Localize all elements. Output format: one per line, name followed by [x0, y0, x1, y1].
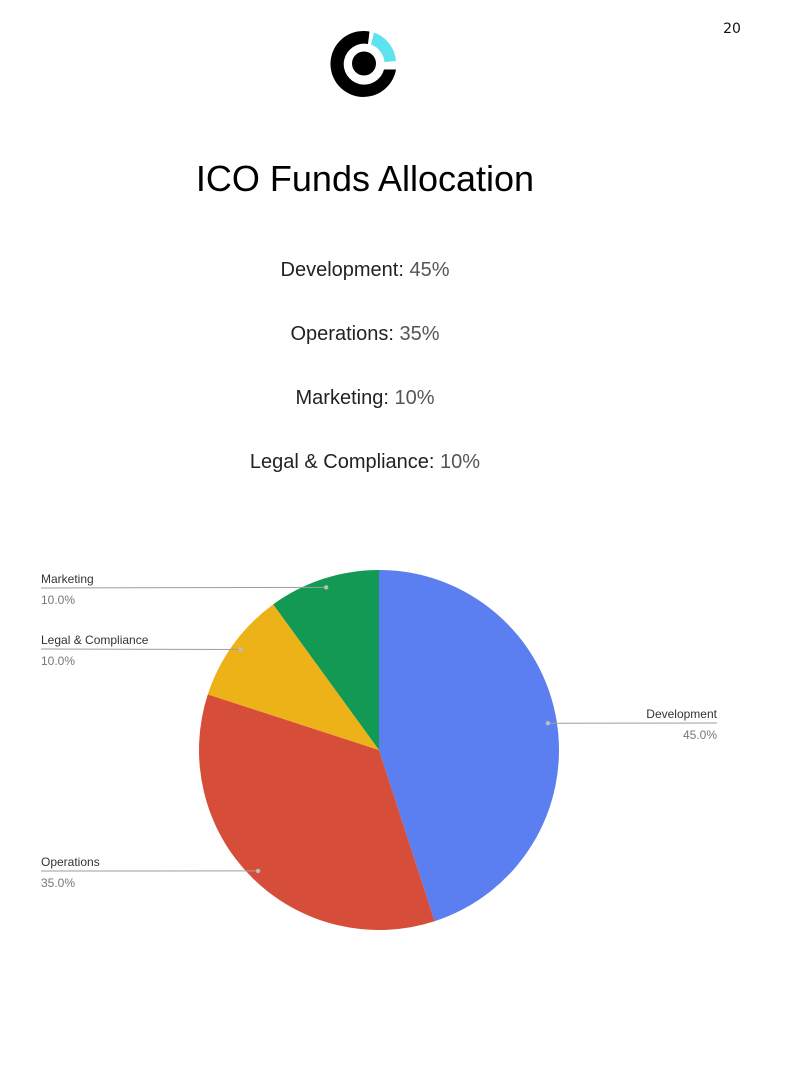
leader-dot — [323, 585, 329, 590]
leader-dot — [255, 868, 261, 874]
logo-icon — [330, 30, 396, 97]
allocation-item-marketing: Marketing: 10% — [0, 378, 730, 442]
logo-center-dot — [352, 51, 376, 76]
pie-slice-marketing — [273, 570, 379, 750]
pie-slice-development — [379, 570, 559, 922]
allocation-value: 35% — [399, 323, 440, 345]
slice-name-label: Marketing — [41, 572, 94, 586]
logo-ring — [330, 30, 396, 97]
allocation-label: Legal & Compliance: — [249, 451, 435, 473]
allocation-label: Operations: — [290, 323, 394, 345]
allocation-label: Marketing: — [295, 387, 389, 409]
allocation-value: 10% — [394, 387, 435, 409]
slice-value-label: 35.0% — [41, 876, 75, 890]
page-title: ICO Funds Allocation — [195, 158, 535, 199]
slice-value-label: 45.0% — [683, 728, 717, 742]
page-number: 20 — [723, 21, 741, 37]
slice-value-label: 10.0% — [41, 654, 75, 668]
allocation-item-operations: Operations: 35% — [0, 314, 730, 378]
allocation-item-legal: Legal & Compliance: 10% — [0, 442, 730, 506]
allocation-value: 10% — [440, 451, 481, 473]
leader-dot — [545, 721, 551, 726]
slice-value-label: 10.0% — [41, 593, 75, 607]
allocation-value: 45% — [409, 259, 450, 281]
logo-accent — [371, 32, 396, 62]
allocation-item-development: Development: 45% — [0, 250, 730, 314]
slice-name-label: Legal & Compliance — [41, 633, 149, 647]
pie-chart: Development 45.0% Operations 35.0% Legal & C… — [40, 570, 718, 930]
slice-name-label: Operations — [41, 855, 100, 869]
allocation-label: Development: — [280, 259, 404, 281]
allocation-list: Development: 45% Operations: 35% Marketi… — [0, 250, 730, 506]
slice-name-label: Development — [646, 707, 717, 721]
pie-slice-legal-compliance — [207, 604, 379, 750]
leader-line — [40, 586, 327, 589]
leader-dot — [238, 647, 243, 652]
